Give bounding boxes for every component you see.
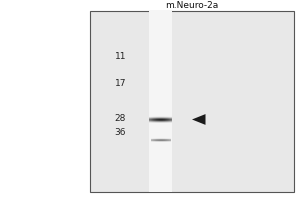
- Text: 36: 36: [115, 128, 126, 137]
- Bar: [149, 11, 172, 192]
- Text: 17: 17: [115, 79, 126, 88]
- Text: m.Neuro-2a: m.Neuro-2a: [165, 1, 219, 10]
- Bar: [90, 11, 294, 192]
- Polygon shape: [192, 114, 206, 125]
- Text: 28: 28: [115, 114, 126, 123]
- Text: 11: 11: [115, 52, 126, 61]
